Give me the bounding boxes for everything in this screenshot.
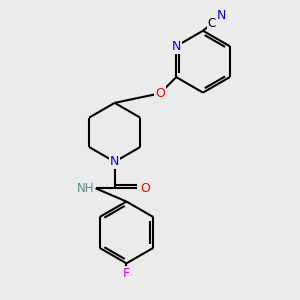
Text: O: O [155, 87, 165, 100]
Text: N: N [217, 9, 226, 22]
Text: N: N [172, 40, 181, 53]
Text: NH: NH [76, 182, 94, 195]
Text: C: C [208, 17, 216, 30]
Text: F: F [123, 267, 130, 280]
Text: N: N [110, 155, 119, 168]
Text: O: O [140, 182, 150, 195]
